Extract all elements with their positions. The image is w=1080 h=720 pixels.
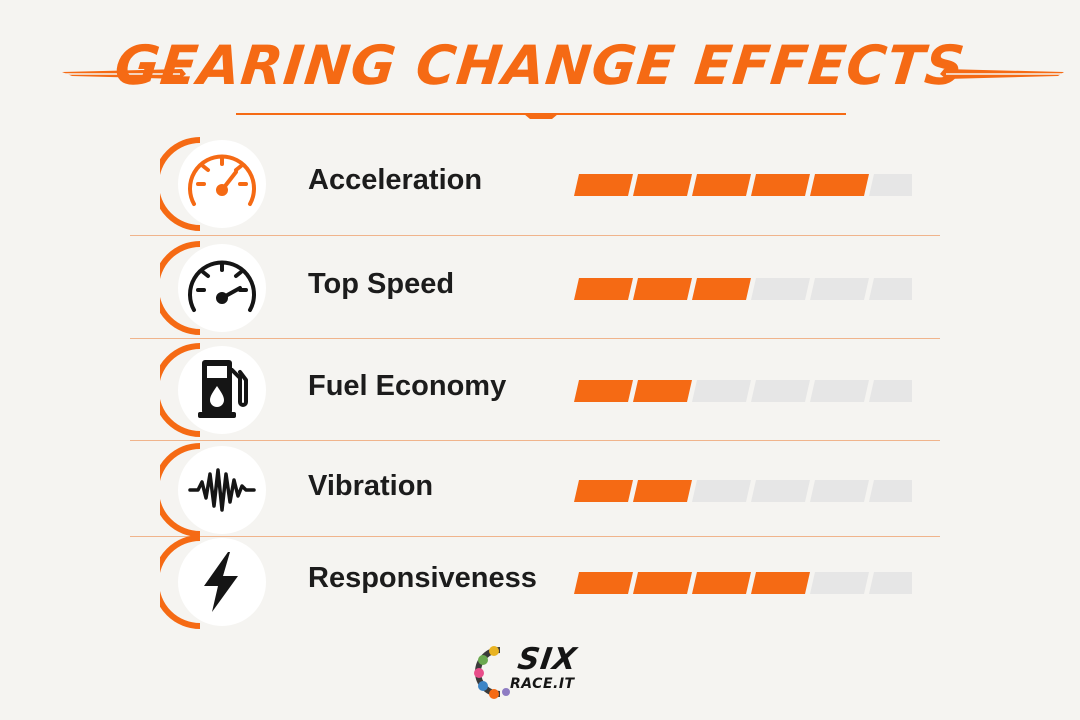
rating-segment-filled (633, 278, 692, 300)
rating-segment-filled (751, 174, 810, 196)
metric-label: Acceleration (308, 164, 483, 196)
rating-segment-filled (692, 278, 751, 300)
speedometer-icon (188, 154, 256, 206)
rating-segment-filled (633, 480, 692, 502)
title-underline (236, 113, 846, 119)
rating-segment-filled (692, 174, 751, 196)
rating-segment-empty (869, 572, 912, 594)
metric-row-vibration: Vibration (160, 440, 940, 540)
rating-segment-filled (574, 174, 633, 196)
rating-segment-empty (869, 278, 912, 300)
rating-segment-empty (869, 174, 912, 196)
rating-segment-filled (633, 174, 692, 196)
metric-label: Fuel Economy (308, 370, 507, 402)
rating-segment-filled (751, 572, 810, 594)
page-title: GEARING CHANGE EFFECTS (111, 34, 969, 97)
icon-badge (160, 532, 270, 632)
logo-text-main: SIX (515, 642, 580, 677)
rating-segment-empty (869, 380, 912, 402)
metric-label: Responsiveness (308, 562, 537, 594)
icon-badge (160, 340, 270, 440)
rating-segment-filled (574, 480, 633, 502)
rating-segment-empty (692, 380, 751, 402)
rating-segment-filled (574, 380, 633, 402)
rating-segment-empty (751, 278, 810, 300)
logo-text-sub: RACE.IT (510, 676, 575, 692)
metric-row-acceleration: Acceleration (160, 134, 940, 234)
rating-segment-empty (751, 380, 810, 402)
bike-chain-icon (474, 646, 510, 699)
icon-badge (160, 238, 270, 338)
metric-label: Vibration (308, 470, 434, 502)
rating-segment-filled (692, 572, 751, 594)
title-right-ornament (940, 69, 1066, 79)
lightning-bolt-icon (204, 552, 238, 612)
rating-segment-empty (810, 278, 869, 300)
metric-row-top-speed: Top Speed (160, 238, 940, 338)
rating-segment-filled (633, 380, 692, 402)
rating-segment-empty (810, 480, 869, 502)
metric-row-responsiveness: Responsiveness (160, 532, 940, 632)
metric-label: Top Speed (308, 268, 455, 300)
gauge-icon (188, 260, 256, 312)
rating-segment-empty (751, 480, 810, 502)
row-divider (130, 536, 940, 537)
metric-row-fuel-economy: Fuel Economy (160, 340, 940, 440)
rating-bar-fuel-economy (574, 380, 912, 402)
brand-logo: SIX RACE.IT (474, 642, 614, 702)
rating-segment-empty (810, 572, 869, 594)
icon-badge (160, 134, 270, 234)
rating-segment-empty (810, 380, 869, 402)
rating-segment-filled (633, 572, 692, 594)
icon-badge (160, 440, 270, 540)
rating-bar-vibration (574, 480, 912, 502)
fuel-pump-icon (198, 360, 248, 418)
rating-bar-responsiveness (574, 572, 912, 594)
rating-bar-acceleration (574, 174, 912, 196)
rating-segment-empty (692, 480, 751, 502)
rating-segment-filled (574, 278, 633, 300)
title-left-ornament (62, 69, 186, 79)
rating-segment-filled (810, 174, 869, 196)
row-divider (130, 235, 940, 236)
row-divider (130, 338, 940, 339)
row-divider (130, 440, 940, 441)
vibration-wave-icon (188, 468, 256, 512)
rating-segment-empty (869, 480, 912, 502)
rating-segment-filled (574, 572, 633, 594)
rating-bar-top-speed (574, 278, 912, 300)
